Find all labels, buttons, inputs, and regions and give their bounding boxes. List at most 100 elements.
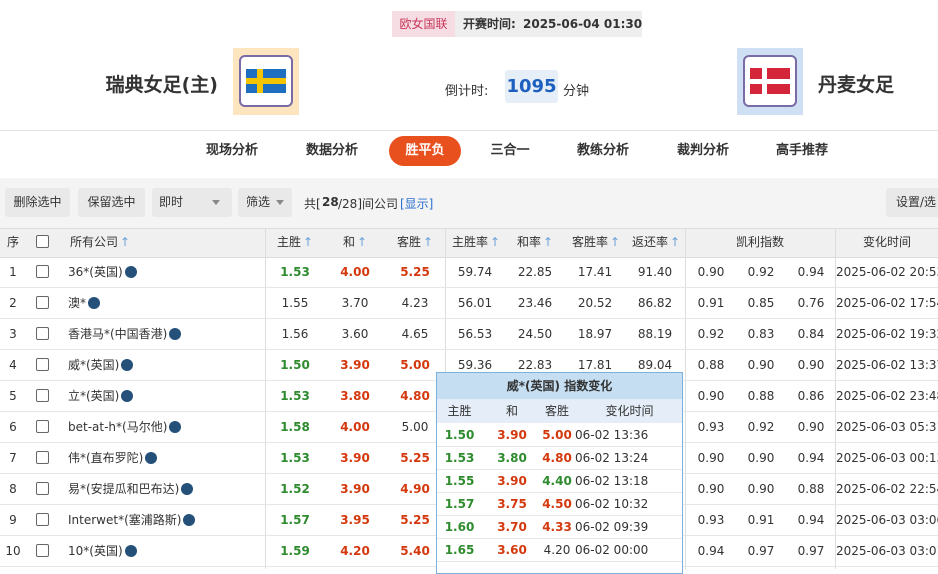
company[interactable]: 香港马*(中国香港)	[68, 324, 264, 344]
settings[interactable]: 设置/选	[886, 188, 938, 217]
company[interactable]: Interwet*(塞浦路斯)	[68, 510, 264, 530]
company[interactable]: 10*(英国)	[68, 541, 264, 561]
kelly: 0.88	[747, 389, 775, 403]
sort-arrow[interactable]: ↑	[422, 235, 434, 249]
kelly: 0.93	[697, 513, 725, 527]
company-icon[interactable]	[145, 452, 158, 464]
sort-arrow[interactable]: ↑	[542, 235, 554, 249]
odds: 1.52	[280, 482, 310, 496]
rate: 24.50	[517, 327, 553, 341]
company-icon[interactable]	[169, 421, 182, 433]
company[interactable]: 威*(英国)	[68, 355, 264, 375]
checkbox[interactable]	[36, 235, 49, 248]
column-header[interactable]: 主胜 ↑	[276, 235, 314, 249]
odds: 5.40	[400, 544, 430, 558]
col-sep	[265, 228, 266, 569]
count-shown: 28	[322, 195, 339, 209]
popup-odds: 4.20	[543, 543, 571, 557]
sort-arrow[interactable]: ↑	[609, 235, 621, 249]
kelly: 0.97	[797, 544, 825, 558]
count-prefix: 共[	[304, 197, 321, 211]
popup-odds: 1.65	[444, 543, 475, 557]
checkbox[interactable]	[36, 513, 49, 526]
sort-arrow[interactable]: ↑	[302, 235, 314, 249]
sort-arrow[interactable]: ↑	[669, 235, 681, 249]
column-header[interactable]: 客胜率 ↑	[571, 235, 621, 249]
checkbox[interactable]	[36, 420, 49, 433]
popup-row-line	[437, 515, 682, 516]
row-line	[0, 318, 938, 319]
kickoff: 2025-06-04 01:30	[523, 17, 643, 31]
checkbox[interactable]	[36, 296, 49, 309]
popup-time: 06-02 13:36	[575, 428, 649, 442]
company[interactable]: 立*(英国)	[68, 386, 264, 406]
company-icon[interactable]	[88, 297, 101, 309]
rate: 23.46	[517, 296, 553, 310]
odds: 4.65	[401, 327, 429, 341]
rate: 56.01	[457, 296, 493, 310]
change-time: 2025-06-02 17:54	[836, 296, 938, 310]
sort-arrow[interactable]: ↑	[489, 235, 501, 249]
sort-arrow[interactable]: ↑	[120, 235, 131, 249]
row-index: 3	[9, 327, 17, 341]
kelly: 0.91	[697, 296, 725, 310]
company[interactable]: 36*(英国)	[68, 262, 264, 282]
company-icon[interactable]	[183, 514, 196, 526]
column-header: 变化时间	[862, 235, 911, 249]
popup-header: 和	[505, 404, 518, 418]
header-bg	[0, 228, 938, 258]
popup-header-bg	[437, 399, 682, 423]
company[interactable]: 伟*(直布罗陀)	[68, 448, 264, 468]
tab[interactable]: 三合一	[490, 143, 530, 158]
popup-odds: 3.90	[497, 428, 527, 442]
checkbox[interactable]	[36, 265, 49, 278]
company[interactable]: 澳*	[68, 293, 264, 313]
change-time: 2025-06-02 23:48	[836, 389, 938, 403]
checkbox[interactable]	[36, 544, 49, 557]
company[interactable]: 易*(安提瓜和巴布达)	[68, 479, 264, 499]
checkbox[interactable]	[36, 358, 49, 371]
rate: 59.36	[457, 358, 493, 372]
company-icon[interactable]	[121, 390, 134, 402]
kelly: 0.90	[747, 451, 775, 465]
checkbox[interactable]	[36, 451, 49, 464]
checkbox[interactable]	[36, 389, 49, 402]
company-icon[interactable]	[121, 359, 134, 371]
company-icon[interactable]	[124, 266, 137, 278]
tab[interactable]: 高手推荐	[775, 143, 828, 158]
tab[interactable]: 数据分析	[305, 143, 358, 158]
column-header[interactable]: 和率 ↑	[516, 235, 554, 249]
popup-odds: 5.00	[542, 428, 572, 442]
company-icon[interactable]	[181, 483, 194, 495]
mode-select[interactable]: 即时	[152, 188, 232, 217]
tab[interactable]: 现场分析	[205, 143, 258, 158]
company-icon[interactable]	[124, 545, 137, 557]
tab[interactable]: 胜平负	[389, 136, 461, 166]
kelly: 0.92	[747, 420, 775, 434]
odds: 3.90	[340, 451, 370, 465]
kickoff-box	[455, 11, 642, 37]
odds: 4.20	[340, 544, 370, 558]
button[interactable]: 保留选中	[78, 188, 145, 217]
company[interactable]: bet-at-h*(马尔他)	[68, 417, 264, 437]
kelly: 0.86	[797, 389, 825, 403]
column-header[interactable]: 和 ↑	[342, 235, 368, 249]
kelly: 0.88	[697, 358, 725, 372]
company-icon[interactable]	[169, 328, 182, 340]
column-header[interactable]: 主胜率 ↑	[451, 235, 501, 249]
filter[interactable]: 筛选	[238, 188, 292, 217]
column-header[interactable]: 客胜 ↑	[396, 235, 434, 249]
odds: 3.80	[340, 389, 370, 403]
popup-odds: 4.50	[542, 497, 572, 511]
checkbox[interactable]	[36, 327, 49, 340]
tab[interactable]: 裁判分析	[676, 143, 729, 158]
show-link[interactable]: [显示]	[400, 197, 434, 211]
tab[interactable]: 教练分析	[576, 143, 629, 158]
column-header[interactable]: 所有公司 ↑	[70, 235, 131, 249]
sort-arrow[interactable]: ↑	[356, 235, 368, 249]
popup-odds: 4.33	[542, 520, 572, 534]
checkbox[interactable]	[36, 482, 49, 495]
odds: 5.00	[401, 420, 429, 434]
button[interactable]: 删除选中	[5, 188, 70, 217]
column-header[interactable]: 返还率 ↑	[631, 235, 681, 249]
